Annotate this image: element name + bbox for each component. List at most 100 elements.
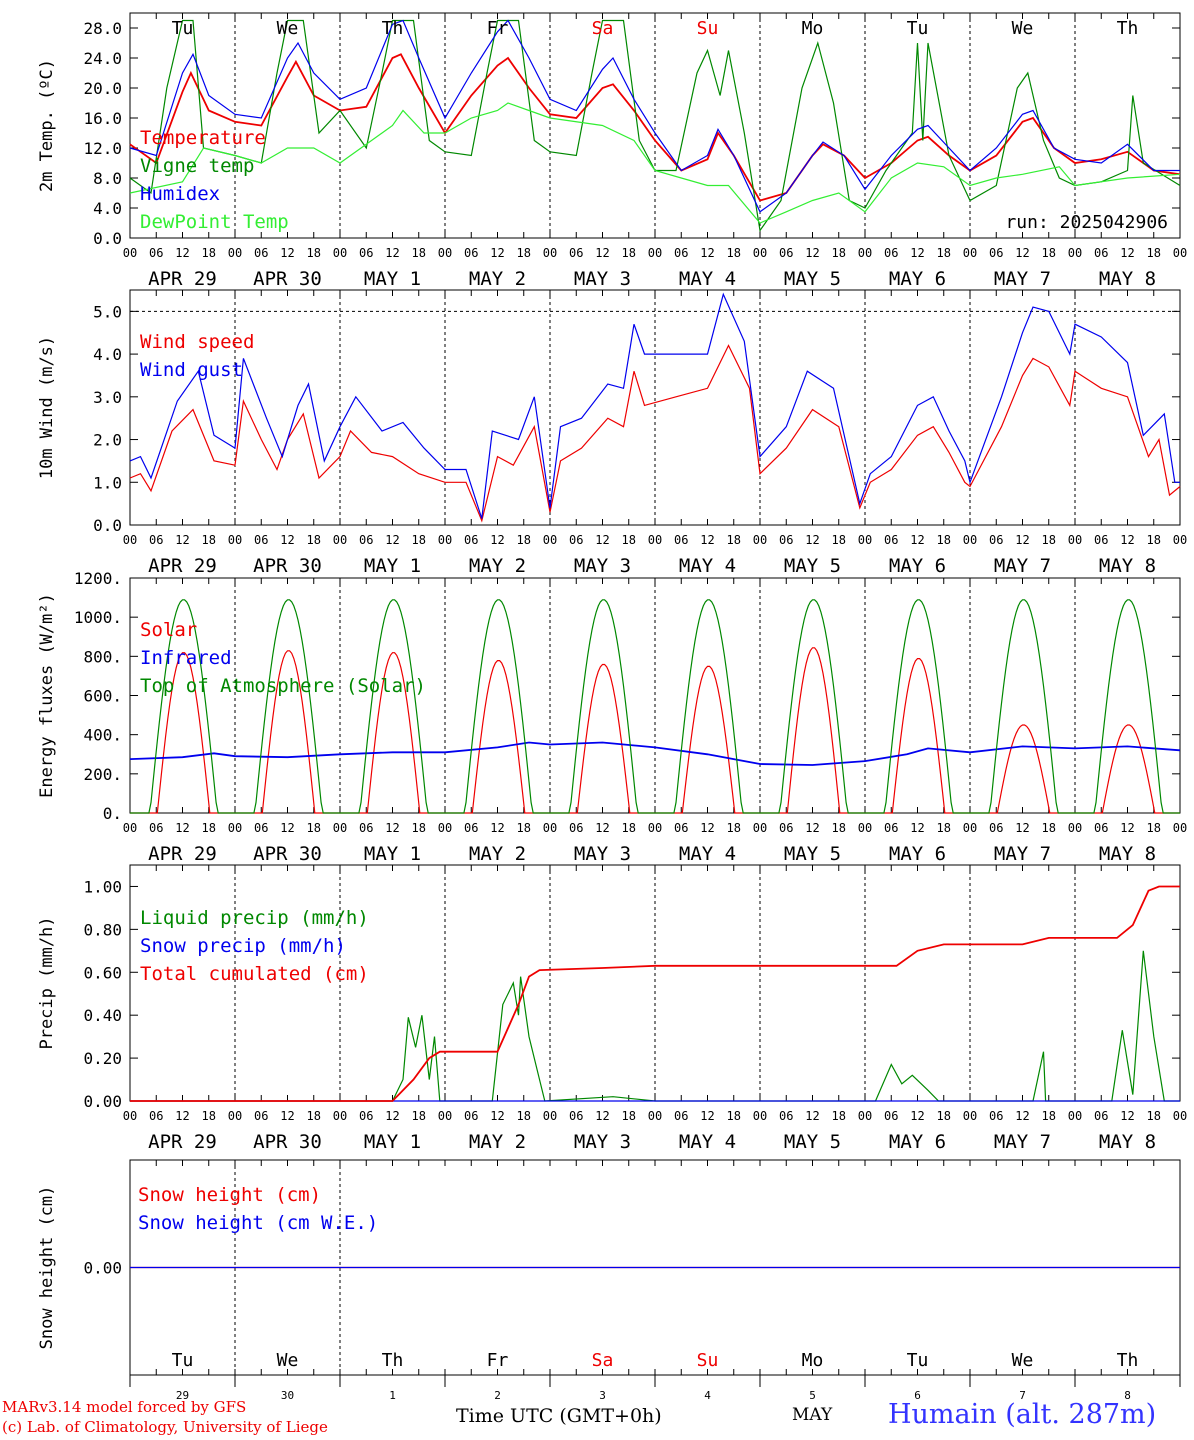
hour-tick-label: 18 bbox=[517, 246, 531, 260]
weekday-label: Tu bbox=[172, 1350, 194, 1371]
legend-entry: Vigne temp bbox=[140, 155, 254, 177]
y-tick-label: 0.80 bbox=[83, 920, 122, 939]
hour-tick-label: 18 bbox=[517, 821, 531, 835]
series-liquid-precip-mm-h bbox=[130, 950, 1180, 1102]
hour-tick-label: 06 bbox=[884, 246, 898, 260]
hour-tick-label: 00 bbox=[333, 821, 347, 835]
date-label: MAY 4 bbox=[679, 555, 736, 577]
hour-tick-label: 12 bbox=[385, 533, 399, 547]
hour-tick-label: 00 bbox=[1068, 1109, 1082, 1123]
hour-tick-label: 12 bbox=[910, 246, 924, 260]
y-tick-label: 0.00 bbox=[83, 1259, 122, 1278]
hour-tick-label: 00 bbox=[333, 1109, 347, 1123]
hour-tick-label: 00 bbox=[228, 1109, 242, 1123]
date-label: MAY 5 bbox=[784, 268, 841, 290]
weekday-label: We bbox=[277, 1350, 299, 1371]
legend-entry: Snow precip (mm/h) bbox=[140, 935, 346, 957]
date-label: MAY 1 bbox=[364, 268, 421, 290]
hour-tick-label: 12 bbox=[280, 533, 294, 547]
hour-tick-label: 12 bbox=[280, 1109, 294, 1123]
hour-tick-label: 00 bbox=[228, 246, 242, 260]
y-tick-label: 4.0 bbox=[93, 345, 122, 364]
hour-tick-label: 00 bbox=[123, 821, 137, 835]
hour-tick-label: 06 bbox=[989, 533, 1003, 547]
y-axis-label: Snow height (cm) bbox=[37, 1186, 57, 1350]
date-label: MAY 4 bbox=[679, 843, 736, 865]
hour-tick-label: 18 bbox=[727, 1109, 741, 1123]
date-label: MAY 8 bbox=[1099, 268, 1156, 290]
y-tick-label: 4.0 bbox=[93, 199, 122, 218]
hour-tick-label: 18 bbox=[1147, 821, 1161, 835]
hour-tick-label: 18 bbox=[622, 1109, 636, 1123]
hour-tick-label: 00 bbox=[963, 246, 977, 260]
y-tick-label: 200. bbox=[83, 765, 122, 784]
hour-tick-label: 12 bbox=[805, 1109, 819, 1123]
y-tick-label: 1200. bbox=[74, 569, 122, 588]
weekday-label: Th bbox=[382, 1350, 404, 1371]
hour-tick-label: 00 bbox=[438, 1109, 452, 1123]
legend-entry: Snow height (cm) bbox=[138, 1184, 321, 1206]
hour-tick-label: 18 bbox=[202, 821, 216, 835]
hour-tick-label: 00 bbox=[228, 533, 242, 547]
hour-tick-label: 12 bbox=[490, 821, 504, 835]
date-label: MAY 4 bbox=[679, 1131, 736, 1153]
hour-tick-label: 18 bbox=[937, 246, 951, 260]
y-tick-label: 24.0 bbox=[83, 49, 122, 68]
hour-tick-label: 12 bbox=[910, 533, 924, 547]
hour-tick-label: 00 bbox=[963, 533, 977, 547]
hour-tick-label: 12 bbox=[1015, 246, 1029, 260]
date-label: APR 29 bbox=[148, 1131, 217, 1153]
hour-tick-label: 06 bbox=[569, 821, 583, 835]
date-label: MAY 3 bbox=[574, 555, 631, 577]
hour-tick-label: 12 bbox=[490, 1109, 504, 1123]
date-label: MAY 7 bbox=[994, 843, 1051, 865]
hour-tick-label: 00 bbox=[963, 821, 977, 835]
series-dewpoint-temp bbox=[129, 102, 1181, 224]
y-axis-label: Energy fluxes (W/m²) bbox=[37, 593, 57, 798]
hour-tick-label: 12 bbox=[1015, 821, 1029, 835]
hour-tick-label: 12 bbox=[280, 246, 294, 260]
hour-tick-label: 18 bbox=[1147, 533, 1161, 547]
hour-tick-label: 06 bbox=[1094, 1109, 1108, 1123]
hour-tick-label: 06 bbox=[989, 821, 1003, 835]
legend-entry: Solar bbox=[140, 619, 197, 641]
date-label: MAY 3 bbox=[574, 843, 631, 865]
hour-tick-label: 00 bbox=[123, 1109, 137, 1123]
hour-tick-label: 00 bbox=[543, 821, 557, 835]
hour-tick-label: 06 bbox=[779, 1109, 793, 1123]
date-label: MAY 1 bbox=[364, 843, 421, 865]
day-number-label: 30 bbox=[281, 1389, 294, 1402]
hour-tick-label: 00 bbox=[438, 821, 452, 835]
hour-tick-label: 18 bbox=[727, 246, 741, 260]
hour-tick-label: 06 bbox=[464, 821, 478, 835]
date-label: APR 30 bbox=[253, 1131, 322, 1153]
weekday-label: We bbox=[1012, 1350, 1034, 1371]
series-vigne-temp bbox=[129, 19, 1181, 233]
day-number-label: 2 bbox=[494, 1389, 501, 1402]
date-label: MAY 8 bbox=[1099, 1131, 1156, 1153]
hour-tick-label: 06 bbox=[149, 1109, 163, 1123]
hour-tick-label: 18 bbox=[307, 821, 321, 835]
date-label: APR 30 bbox=[253, 843, 322, 865]
hour-tick-label: 12 bbox=[1120, 533, 1134, 547]
y-tick-label: 28.0 bbox=[83, 19, 122, 38]
hour-tick-label: 18 bbox=[517, 533, 531, 547]
hour-tick-label: 00 bbox=[858, 533, 872, 547]
date-label: MAY 8 bbox=[1099, 843, 1156, 865]
hour-tick-label: 00 bbox=[753, 246, 767, 260]
hour-tick-label: 12 bbox=[595, 821, 609, 835]
weekday-label: Tu bbox=[172, 18, 194, 39]
hour-tick-label: 06 bbox=[674, 1109, 688, 1123]
hour-tick-label: 00 bbox=[858, 821, 872, 835]
legend-entry: Snow height (cm W.E.) bbox=[138, 1212, 378, 1234]
y-tick-label: 400. bbox=[83, 726, 122, 745]
y-tick-label: 800. bbox=[83, 647, 122, 666]
y-tick-label: 12.0 bbox=[83, 139, 122, 158]
date-label: MAY 5 bbox=[784, 843, 841, 865]
hour-tick-label: 00 bbox=[753, 821, 767, 835]
hour-tick-label: 18 bbox=[412, 246, 426, 260]
hour-tick-label: 18 bbox=[1042, 1109, 1056, 1123]
hour-tick-label: 18 bbox=[832, 246, 846, 260]
y-tick-label: 600. bbox=[83, 687, 122, 706]
weekday-label: Su bbox=[697, 1350, 719, 1371]
